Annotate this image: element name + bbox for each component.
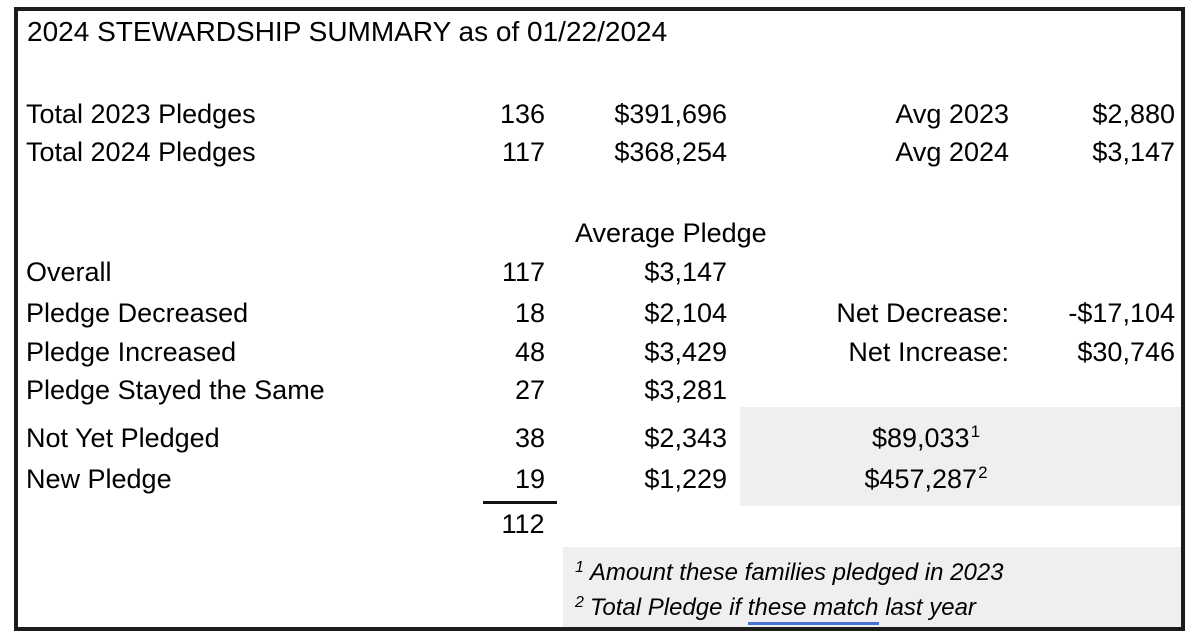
row-count: 48 <box>514 337 545 367</box>
section-header: Average Pledge <box>575 218 767 248</box>
row-label: Total 2024 Pledges <box>26 137 256 167</box>
row-count: 19 <box>514 464 545 494</box>
row-count: 136 <box>499 99 545 129</box>
total-count: 112 <box>501 509 545 539</box>
row-label: Pledge Decreased <box>26 298 249 328</box>
sum-divider-line <box>483 501 557 504</box>
row-count: 38 <box>514 423 545 453</box>
footnote-text: Total Pledge if <box>589 594 748 621</box>
highlight-value-2023-amount: $89,0331 <box>740 421 1112 459</box>
row-label: New Pledge <box>26 464 172 494</box>
row-count: 27 <box>514 375 545 405</box>
row-count: 18 <box>514 298 545 328</box>
row-amount: $1,229 <box>644 464 727 494</box>
row-label: Overall <box>26 257 112 287</box>
row-amount: $3,429 <box>644 337 727 367</box>
row-amount: $2,104 <box>644 298 727 328</box>
footnote-2: 2 Total Pledge if these match last year <box>575 593 976 626</box>
row-amount: $3,281 <box>644 375 727 405</box>
side-value: $30,746 <box>1077 337 1175 367</box>
side-value: -$17,104 <box>1068 298 1175 328</box>
footnote-marker: 1 <box>575 559 584 576</box>
footnote-text: Amount these families pledged in 2023 <box>589 559 1004 586</box>
highlight-amount: $457,287 <box>864 464 978 494</box>
superscript-marker: 2 <box>978 463 988 482</box>
footnote-1: 1 Amount these families pledged in 2023 <box>575 558 1004 591</box>
side-value: $3,147 <box>1092 137 1175 167</box>
row-amount: $3,147 <box>644 257 727 287</box>
footnote-marker: 2 <box>575 594 584 611</box>
row-count: 117 <box>501 137 545 167</box>
row-label: Pledge Stayed the Same <box>26 375 325 405</box>
row-count: 117 <box>501 257 545 287</box>
side-value: $2,880 <box>1092 99 1175 129</box>
row-amount: $368,254 <box>614 137 727 167</box>
side-label: Net Increase: <box>848 337 1009 367</box>
row-amount: $391,696 <box>614 99 727 129</box>
side-label: Net Decrease: <box>836 298 1009 328</box>
footnote-text: last year <box>878 594 976 621</box>
side-label: Avg 2024 <box>895 137 1009 167</box>
row-label: Total 2023 Pledges <box>26 99 256 129</box>
row-label: Not Yet Pledged <box>26 423 220 453</box>
page-title: 2024 STEWARDSHIP SUMMARY as of 01/22/202… <box>27 16 668 47</box>
highlight-amount: $89,033 <box>871 423 970 453</box>
row-label: Pledge Increased <box>26 337 237 367</box>
side-label: Avg 2023 <box>895 99 1009 129</box>
highlight-values-panel <box>740 407 1183 506</box>
row-amount: $2,343 <box>644 423 727 453</box>
footnote-underlined-text: these match <box>747 594 879 625</box>
sheet-border-frame <box>14 7 1185 631</box>
superscript-marker: 1 <box>970 422 981 441</box>
footnote-panel <box>563 547 1183 629</box>
highlight-value-total-pledge: $457,2872 <box>740 462 1112 500</box>
